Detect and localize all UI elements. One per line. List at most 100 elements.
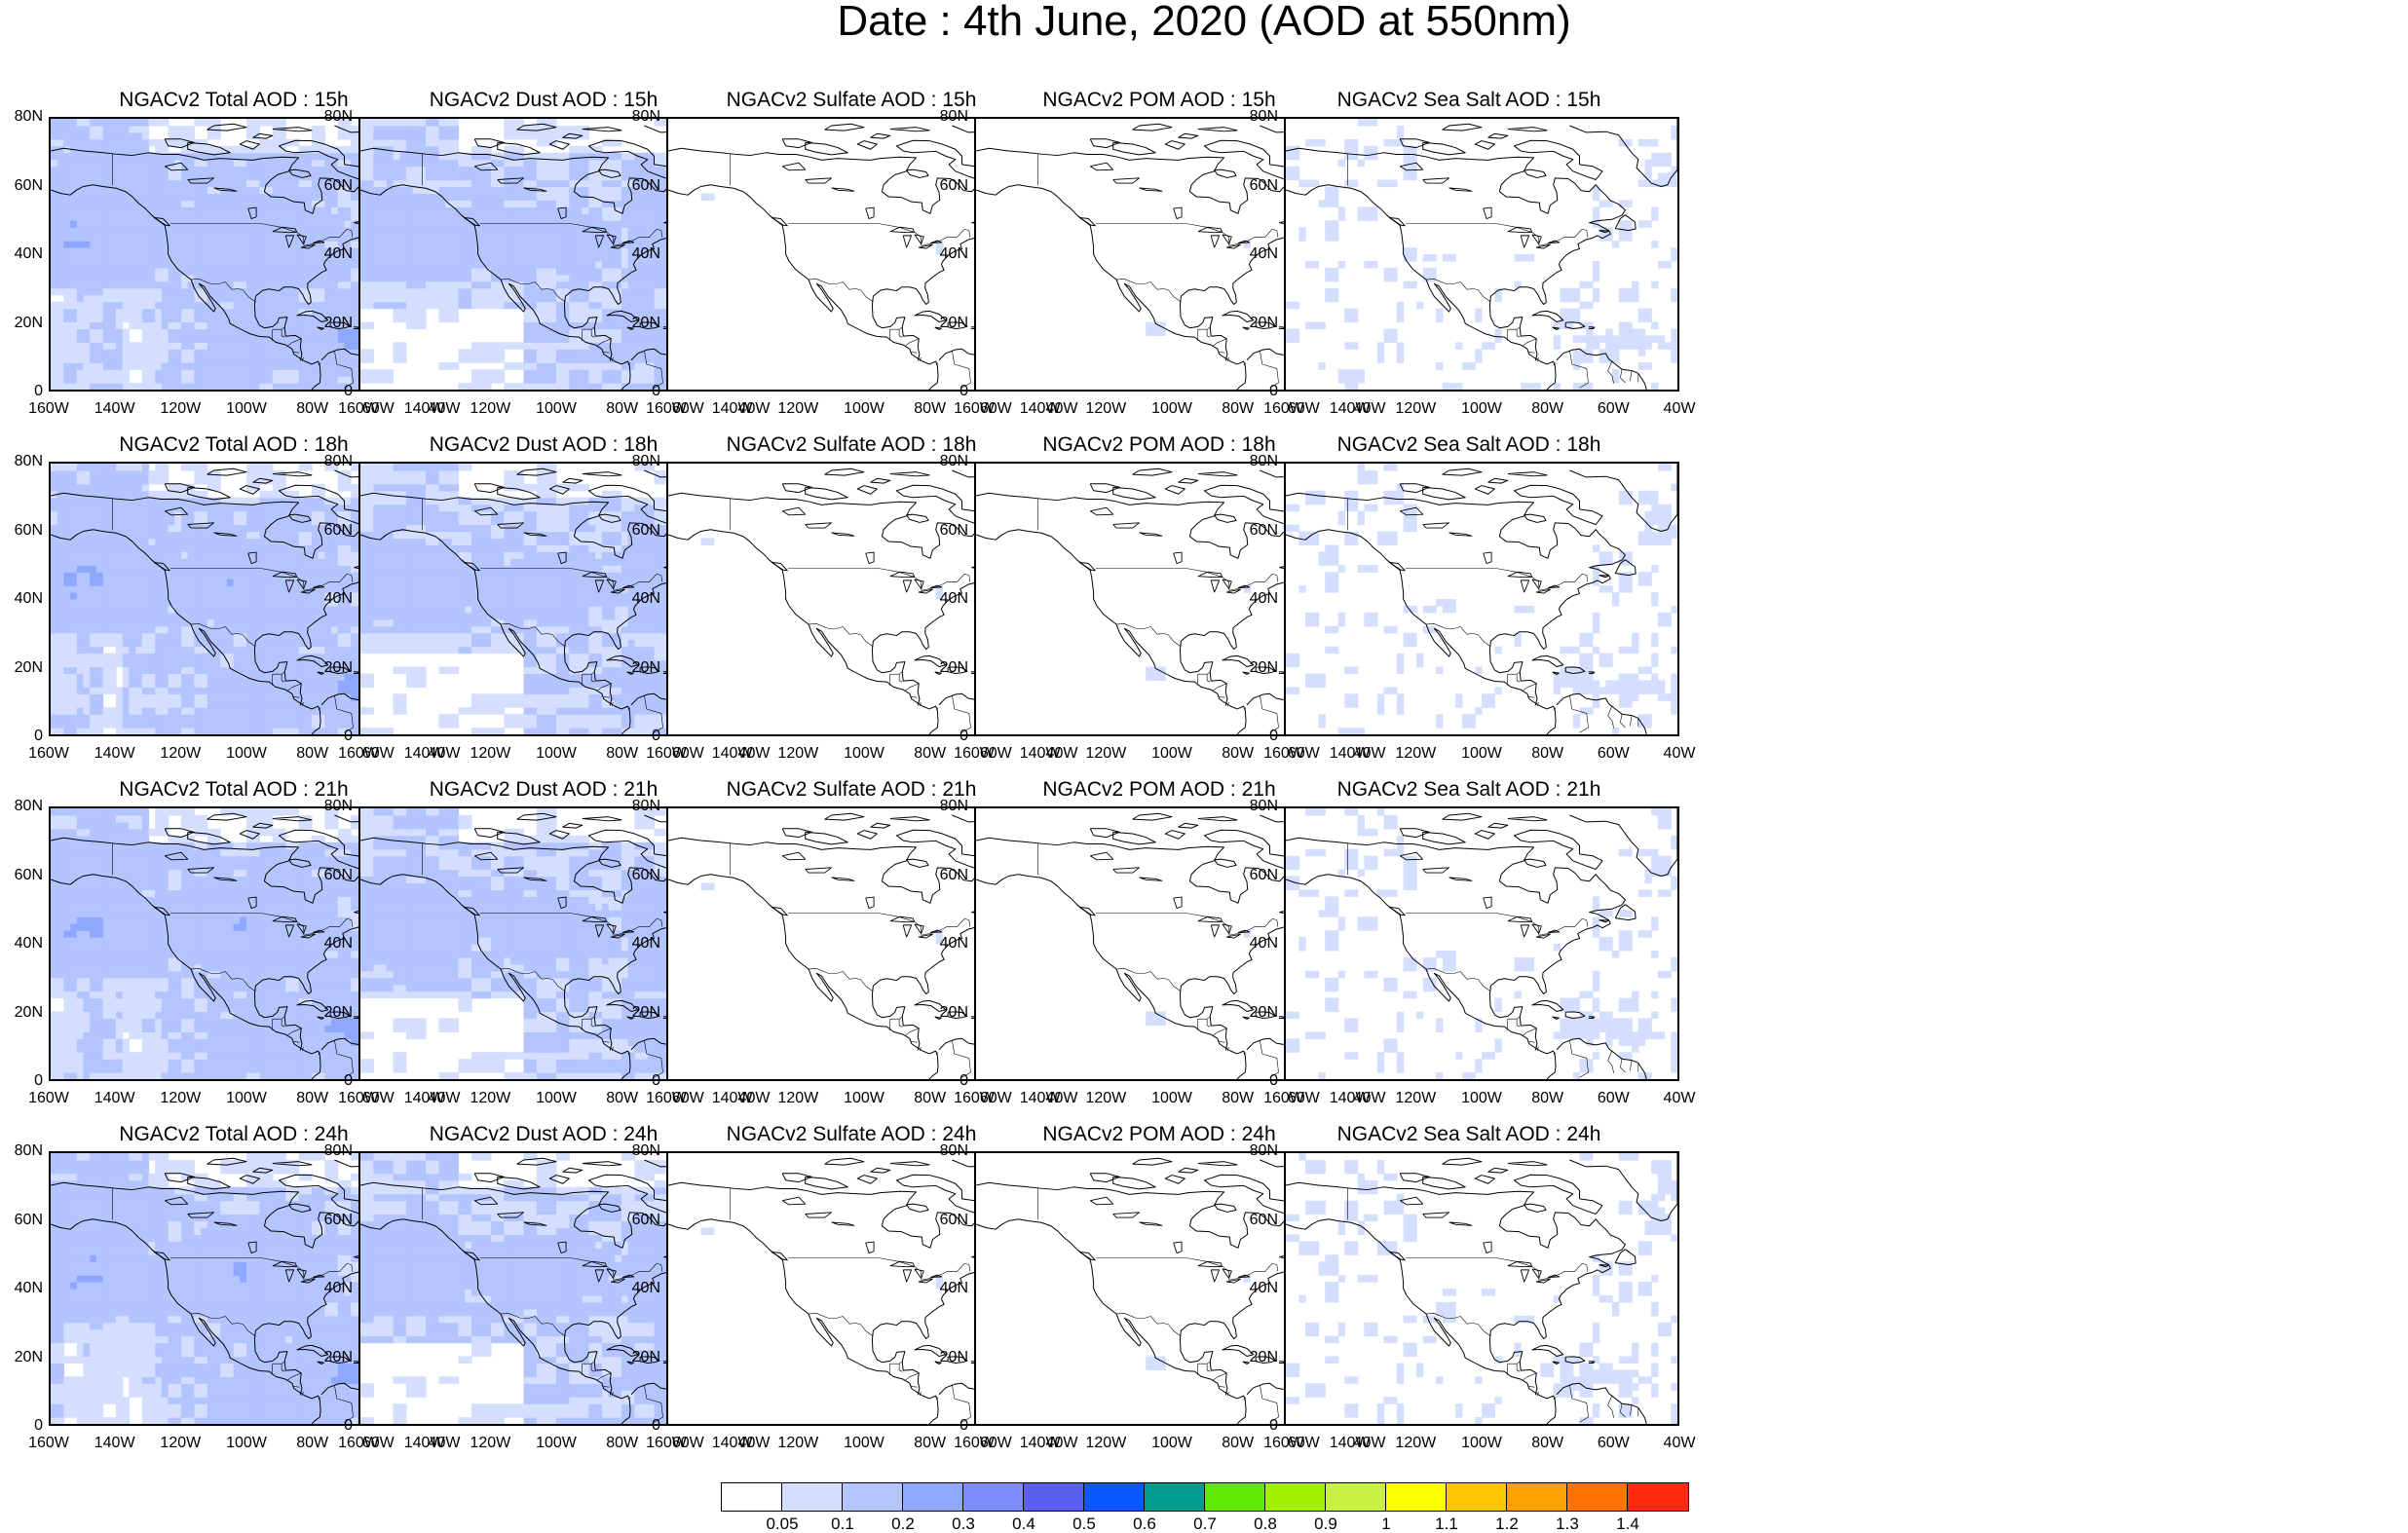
aod-cell [1351, 309, 1358, 317]
aod-cell [181, 241, 188, 248]
aod-cell [549, 281, 556, 289]
aod-cell [367, 275, 374, 282]
aod-cell [90, 302, 96, 310]
aod-cell [90, 241, 96, 248]
aod-cell [556, 376, 563, 384]
aod-cell [445, 220, 452, 228]
aod-cell [583, 295, 589, 303]
aod-cell [380, 173, 387, 181]
aod-cell [504, 268, 510, 276]
aod-cell [510, 167, 517, 174]
aod-cell [51, 328, 57, 336]
aod-cell [51, 484, 57, 492]
latitude-tick-label: 80N [0, 109, 43, 125]
aod-cell [57, 328, 64, 336]
aod-cell [188, 335, 195, 343]
aod-cell [387, 206, 394, 214]
aod-cell [1404, 153, 1411, 161]
aod-cell [220, 247, 227, 255]
aod-cell [129, 302, 135, 310]
aod-cell [162, 254, 169, 262]
aod-cell [273, 295, 280, 303]
aod-cell [445, 295, 452, 303]
aod-cell [246, 362, 253, 370]
aod-cell [433, 213, 439, 221]
aod-cell [169, 213, 175, 221]
aod-cell [174, 335, 181, 343]
aod-cell [583, 302, 589, 310]
latitude-tick-label: 60N [310, 178, 353, 194]
aod-cell [438, 139, 445, 147]
aod-cell [169, 335, 175, 343]
aod-cell [162, 247, 169, 255]
aod-cell [83, 302, 90, 310]
aod-cell [380, 126, 387, 133]
aod-cell [155, 335, 162, 343]
aod-cell [253, 126, 260, 133]
aod-cell [123, 295, 130, 303]
aod-cell [1397, 302, 1404, 310]
aod-cell [273, 160, 280, 168]
aod-cell [207, 119, 214, 127]
aod-cell [174, 254, 181, 262]
aod-cell [169, 281, 175, 289]
aod-cell [465, 213, 471, 221]
aod-cell [123, 247, 130, 255]
aod-cell [602, 268, 609, 276]
aod-cell [569, 241, 576, 248]
aod-cell [360, 302, 367, 310]
aod-cell [471, 295, 478, 303]
aod-cell [498, 369, 505, 377]
country-border [1406, 224, 1588, 246]
aod-cell [510, 200, 517, 207]
aod-cell [588, 288, 595, 296]
aod-cell [188, 261, 195, 269]
aod-cell [142, 281, 149, 289]
aod-cell [292, 295, 299, 303]
aod-cell [103, 227, 110, 235]
aod-cell [544, 200, 550, 207]
aod-cell [109, 316, 116, 323]
aod-cell [109, 254, 116, 262]
aod-cell [556, 227, 563, 235]
aod-cell [70, 302, 77, 310]
aod-cell [227, 180, 234, 188]
aod-cell [544, 173, 550, 181]
aod-cell [279, 153, 285, 161]
aod-cell [57, 247, 64, 255]
aod-cell [194, 213, 201, 221]
aod-cell [234, 241, 241, 248]
aod-cell [367, 322, 374, 330]
aod-cell [504, 119, 510, 127]
aod-cell [595, 275, 602, 282]
aod-cell [530, 316, 537, 323]
aod-cell [57, 376, 64, 384]
aod-cell [426, 200, 433, 207]
aod-cell [240, 167, 246, 174]
aod-cell [1325, 187, 1332, 195]
aod-cell [285, 180, 292, 188]
aod-cell [459, 302, 466, 310]
aod-cell [471, 167, 478, 174]
aod-cell [459, 261, 466, 269]
aod-cell [214, 288, 221, 296]
aod-cell [399, 349, 406, 356]
aod-cell [155, 316, 162, 323]
aod-cell [240, 234, 246, 242]
aod-cell [504, 132, 510, 140]
aod-cell [537, 206, 544, 214]
aod-cell [360, 220, 367, 228]
aod-cell [142, 335, 149, 343]
aod-cell [174, 322, 181, 330]
aod-cell [96, 213, 103, 221]
aod-cell [445, 132, 452, 140]
aod-cell [194, 167, 201, 174]
aod-cell [142, 362, 149, 370]
aod-cell [556, 302, 563, 310]
aod-cell [273, 302, 280, 310]
aod-cell [524, 193, 531, 201]
aod-cell [77, 193, 84, 201]
aod-cell [491, 254, 498, 262]
aod-cell [220, 213, 227, 221]
aod-cell [1377, 180, 1384, 188]
